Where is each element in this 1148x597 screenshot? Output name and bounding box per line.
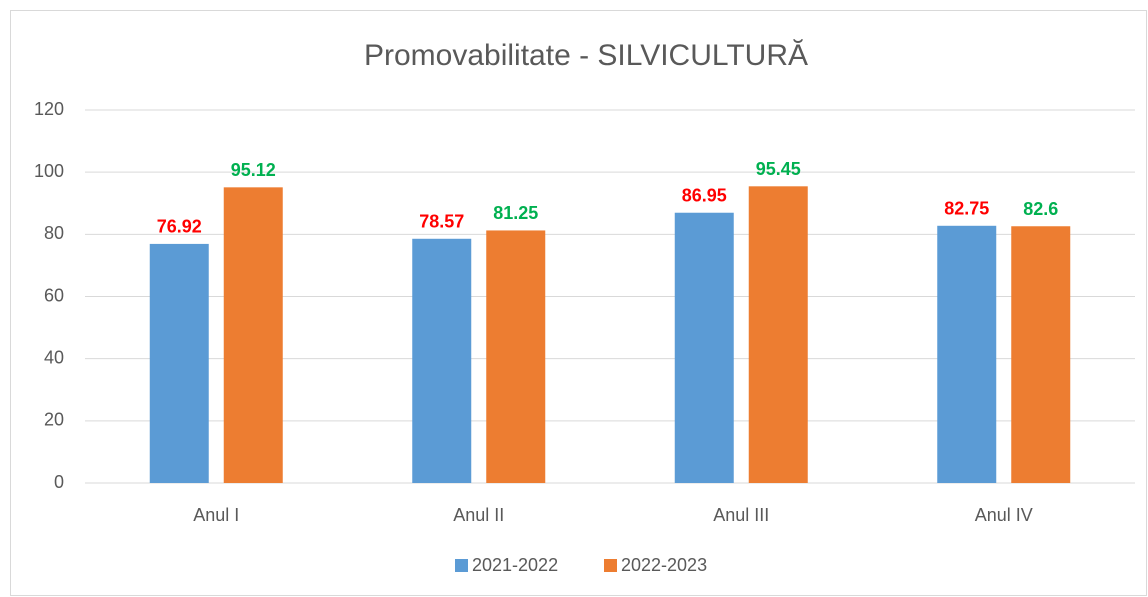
bar <box>412 238 472 483</box>
data-label: 81.25 <box>493 203 538 223</box>
bar <box>937 225 997 484</box>
legend-label: 2021-2022 <box>472 555 558 575</box>
x-tick-label: Anul III <box>713 505 769 525</box>
data-label: 95.12 <box>231 160 276 180</box>
data-label: 82.6 <box>1023 199 1058 219</box>
y-tick-label: 40 <box>44 347 64 367</box>
x-tick-label: Anul II <box>453 505 504 525</box>
bar <box>149 243 209 483</box>
x-tick-label: Anul I <box>193 505 239 525</box>
bar <box>674 212 734 484</box>
data-label: 78.57 <box>419 212 464 232</box>
data-label: 82.75 <box>944 199 989 219</box>
y-tick-label: 80 <box>44 223 64 243</box>
y-tick-label: 120 <box>34 99 64 119</box>
y-tick-label: 60 <box>44 285 64 305</box>
data-label: 95.45 <box>756 159 801 179</box>
bar <box>748 186 808 484</box>
y-tick-label: 100 <box>34 161 64 181</box>
bar <box>223 187 283 483</box>
data-label: 86.95 <box>682 185 727 205</box>
bar <box>486 230 546 483</box>
bar <box>1011 226 1071 484</box>
x-tick-label: Anul IV <box>975 505 1033 525</box>
data-label: 76.92 <box>157 217 202 237</box>
y-tick-label: 20 <box>44 410 64 430</box>
legend-swatch <box>455 559 468 572</box>
legend-label: 2022-2023 <box>621 555 707 575</box>
legend-swatch <box>604 559 617 572</box>
y-tick-label: 0 <box>54 472 64 492</box>
chart-title: Promovabilitate - SILVICULTURĂ <box>364 39 808 72</box>
